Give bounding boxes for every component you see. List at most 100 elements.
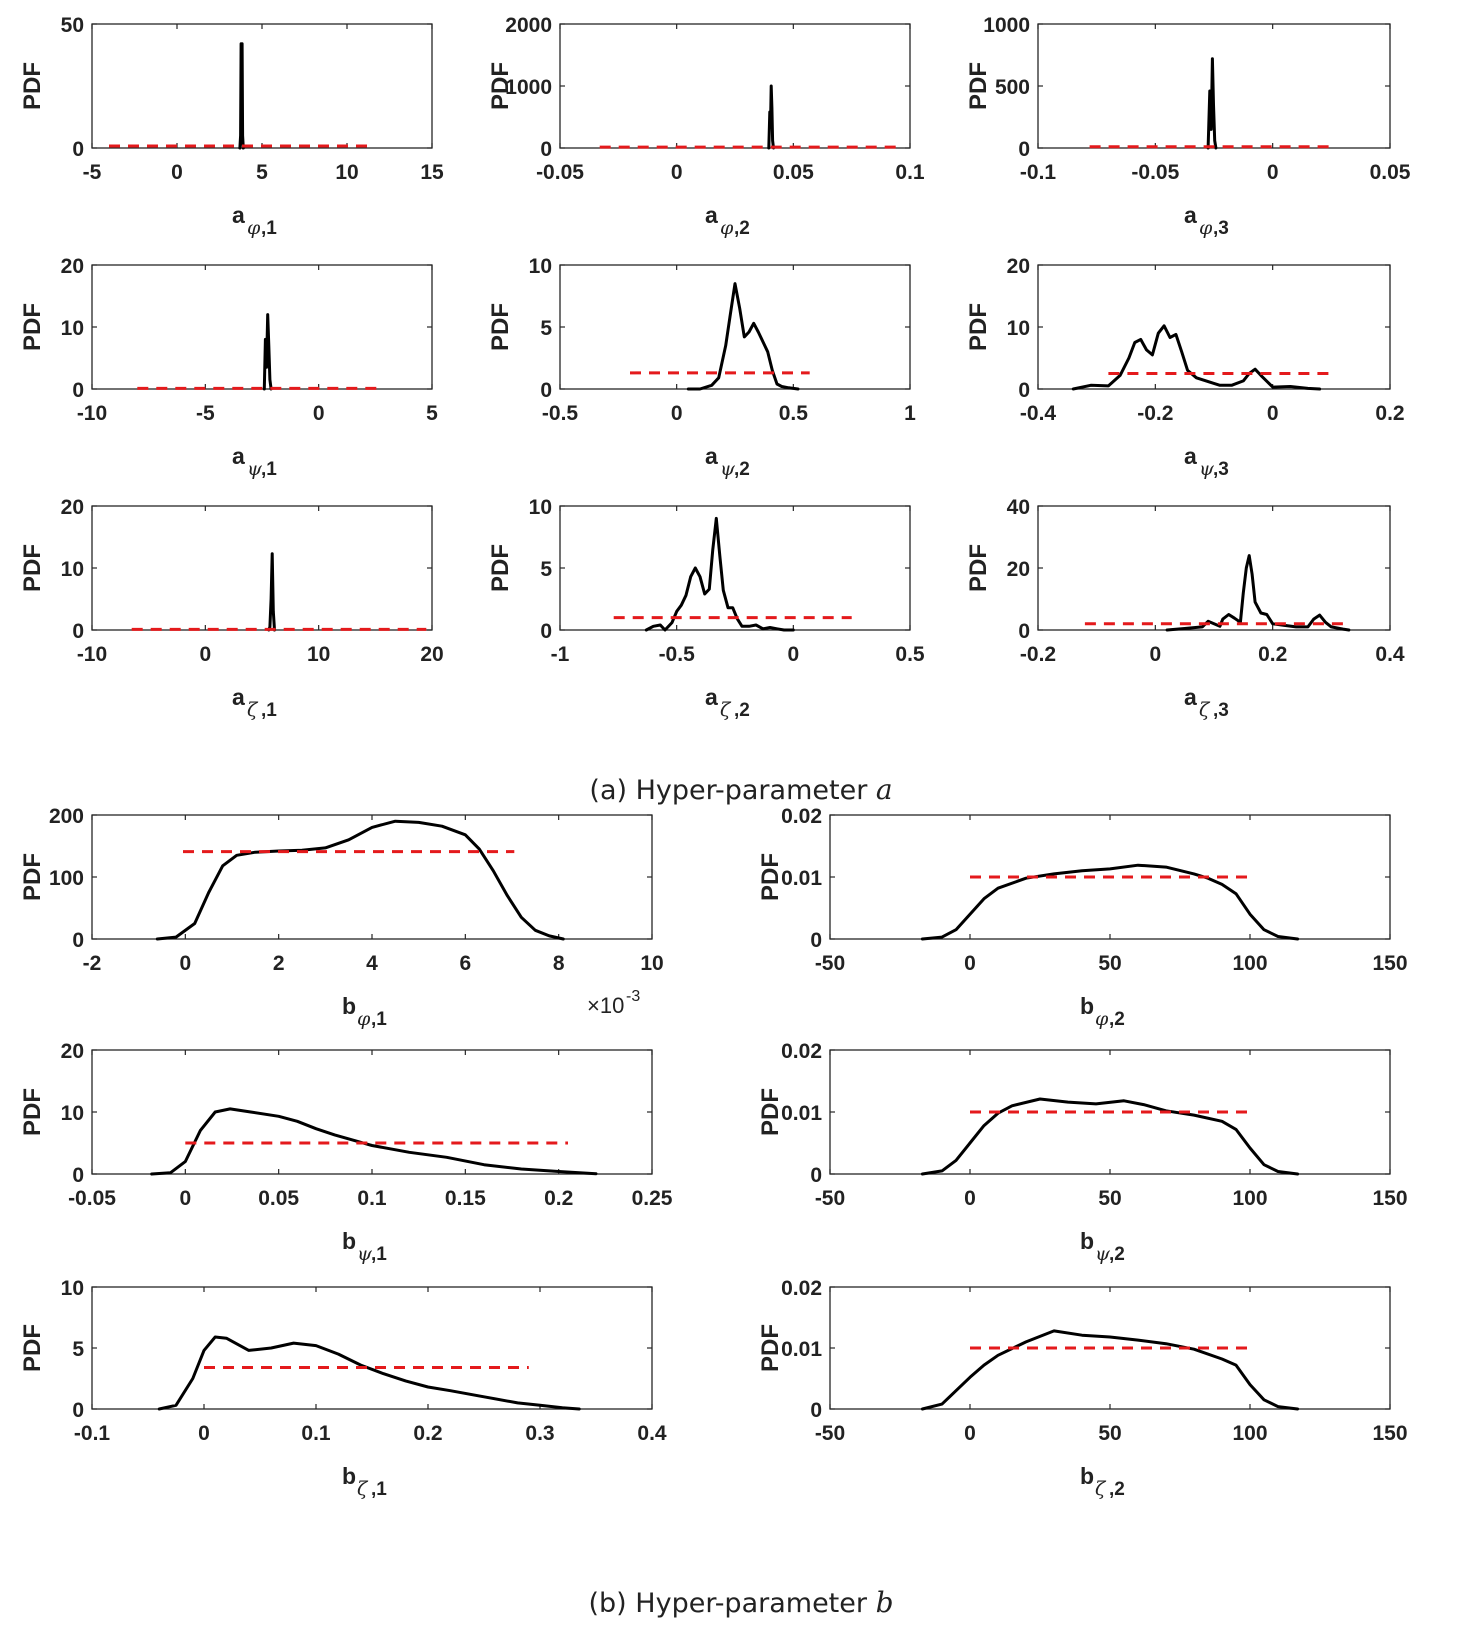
chart-4-xtick-label: 5 [426,402,438,425]
chart-9-posterior-line [1165,554,1351,632]
caption-b-text: (b) Hyper-parameter [589,1588,876,1619]
chart-11-xtick-label: 150 [1372,952,1407,975]
chart-5-posterior-line [686,282,800,391]
chart-7-axes-box [91,505,433,631]
chart-13-xtick-label: 100 [1232,1187,1267,1210]
chart-13-ytick-label: 0 [810,1164,822,1187]
chart-2-axes-box [559,23,911,149]
chart-7-xtick-label: -10 [77,643,107,666]
chart-12-xtick-label: 0.25 [632,1187,673,1210]
chart-3: -0.1 -0.05 0 0.05 0 500 1000 PDF a φ ,3 [965,14,1411,239]
chart-13-posterior-line [920,1097,1300,1176]
chart-1-xtick-label: 5 [256,161,268,184]
chart-11-ytick-label: 0.01 [781,867,822,890]
chart-2-xtick-label: 0 [671,161,683,184]
chart-10-xlabel: b [342,993,356,1019]
chart-14-xlabel-subscript-index: ,1 [371,1479,387,1500]
caption-a: (a) Hyper-parameter a [589,773,892,806]
chart-15-posterior-line [920,1329,1300,1411]
chart-4-posterior-line [262,313,273,391]
chart-9-xtick-label: -0.2 [1020,643,1056,666]
chart-1-xtick-label: 0 [171,161,183,184]
chart-10-ytick-label: 0 [72,929,84,952]
chart-9-xlabel-subscript-index: ,3 [1213,700,1229,721]
chart-12-xtick-label: -0.05 [68,1187,116,1210]
chart-13-xtick-label: 0 [964,1187,976,1210]
chart-15-xlabel: b [1080,1463,1094,1489]
chart-3-xtick-label: -0.05 [1131,161,1179,184]
chart-10-xtick-label: 0 [179,952,191,975]
chart-7-xlabel-subscript-symbol: ζ [247,699,259,721]
chart-8-xlabel: a [705,684,718,710]
chart-2-ytick-label: 0 [540,138,552,161]
chart-14-xtick-label: 0.3 [525,1422,554,1445]
chart-5-xtick-label: 0 [671,402,683,425]
chart-11-xtick-label: 100 [1232,952,1267,975]
chart-11-xtick-label: 0 [964,952,976,975]
chart-2-xtick-label: 0.05 [773,161,814,184]
chart-14-xtick-label: -0.1 [74,1422,111,1445]
chart-8-xtick-label: -0.5 [659,643,696,666]
chart-9-ytick-label: 0 [1018,620,1030,643]
chart-1-xtick-label: -5 [83,161,102,184]
chart-12-ytick-label: 20 [61,1040,84,1063]
chart-5-xtick-label: 0.5 [779,402,809,425]
chart-13-ytick-label: 0.01 [781,1102,822,1125]
chart-4-ytick-label: 10 [61,317,84,340]
chart-1-xtick-label: 10 [335,161,358,184]
chart-9-axes-box [1037,505,1391,631]
chart-4-ytick-label: 0 [72,379,84,402]
chart-7-xtick-label: 0 [199,643,211,666]
chart-4-axes-box [91,264,433,390]
chart-10-axis-multiplier: ×10 [587,993,624,1018]
chart-9-xlabel-subscript-symbol: ζ [1199,699,1211,721]
chart-9-xlabel: a [1184,684,1197,710]
chart-6-xtick-label: 0.2 [1375,402,1404,425]
chart-7-xlabel: a [232,684,245,710]
chart-4-xlabel-subscript-index: ,1 [261,459,277,480]
chart-2-ytick-label: 2000 [505,14,552,37]
chart-10-xtick-label: 4 [366,952,378,975]
chart-13-xlabel: b [1080,1228,1094,1254]
chart-6: -0.4 -0.2 0 0.2 0 10 20 PDF a ψ ,3 [965,255,1405,480]
chart-12-xtick-label: 0.2 [544,1187,573,1210]
chart-6-ytick-label: 0 [1018,379,1030,402]
chart-1-posterior-line [238,42,245,150]
chart-13-xlabel-subscript-index: ,2 [1109,1244,1125,1265]
chart-12-xlabel: b [342,1228,356,1254]
chart-11-xtick-label: -50 [815,952,845,975]
chart-11-xtick-label: 50 [1098,952,1121,975]
chart-4: -10 -5 0 5 0 10 20 PDF a ψ ,1 [19,255,438,480]
chart-2-xtick-label: -0.05 [536,161,584,184]
chart-12-xtick-label: 0.15 [445,1187,486,1210]
chart-3-ytick-label: 1000 [983,14,1030,37]
chart-8: -1 -0.5 0 0.5 0 5 10 PDF a ζ ,2 [487,496,925,721]
chart-10-xtick-label: 8 [553,952,565,975]
chart-14-ylabel: PDF [19,1324,46,1372]
caption-b-var: b [876,1586,894,1619]
chart-6-xlabel-subscript-symbol: ψ [1199,458,1215,480]
chart-15-xlabel-subscript-symbol: ζ [1095,1478,1107,1500]
chart-6-xlabel-subscript-index: ,3 [1213,459,1229,480]
chart-14-xlabel-subscript-symbol: ζ [357,1478,369,1500]
chart-15-ytick-label: 0.01 [781,1338,822,1361]
chart-8-ylabel: PDF [487,544,514,592]
chart-11-xlabel-subscript-index: ,2 [1109,1009,1125,1030]
chart-12-xlabel-subscript-index: ,1 [371,1244,387,1265]
chart-5-xlabel: a [705,443,718,469]
chart-2-xtick-label: 0.1 [895,161,925,184]
chart-7-xlabel-subscript-index: ,1 [261,700,277,721]
chart-9-ytick-label: 20 [1007,558,1030,581]
chart-8-xtick-label: 0.5 [895,643,925,666]
chart-2-ytick-label: 1000 [505,76,552,99]
chart-15-xtick-label: 0 [964,1422,976,1445]
chart-2-posterior-line [767,84,775,150]
chart-13-xtick-label: 50 [1098,1187,1121,1210]
